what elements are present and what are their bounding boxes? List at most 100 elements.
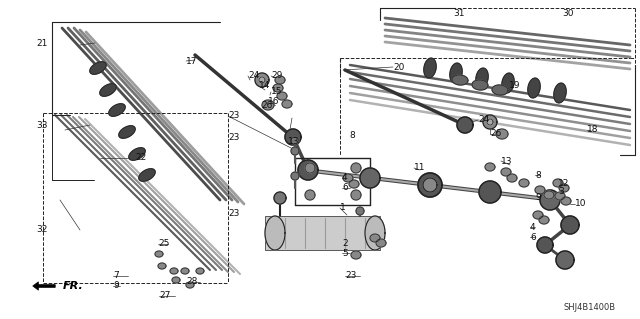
Text: 23: 23	[228, 209, 239, 218]
Text: 9: 9	[113, 281, 119, 291]
Polygon shape	[285, 129, 301, 145]
Polygon shape	[537, 237, 553, 253]
Polygon shape	[501, 168, 511, 176]
Polygon shape	[349, 180, 359, 188]
Text: 17: 17	[186, 56, 198, 65]
Text: 13: 13	[501, 157, 513, 166]
Text: 23: 23	[228, 133, 239, 143]
Text: 4: 4	[530, 222, 536, 232]
Polygon shape	[544, 191, 554, 199]
Polygon shape	[418, 173, 442, 197]
Polygon shape	[343, 174, 353, 182]
Polygon shape	[540, 190, 560, 210]
Polygon shape	[535, 186, 545, 194]
Polygon shape	[487, 119, 493, 125]
Polygon shape	[492, 85, 508, 95]
Polygon shape	[496, 129, 508, 139]
Polygon shape	[259, 77, 265, 83]
Polygon shape	[476, 68, 488, 88]
Text: FR.: FR.	[63, 281, 84, 291]
Text: 7: 7	[113, 271, 119, 280]
Polygon shape	[555, 192, 565, 200]
Polygon shape	[291, 172, 299, 180]
Polygon shape	[291, 147, 299, 155]
Polygon shape	[356, 207, 364, 215]
Polygon shape	[539, 216, 549, 224]
Text: 23: 23	[345, 271, 356, 280]
Polygon shape	[274, 192, 286, 204]
Polygon shape	[109, 104, 125, 116]
Polygon shape	[273, 84, 283, 92]
Text: 12: 12	[558, 179, 570, 188]
Polygon shape	[305, 163, 315, 173]
Text: 10: 10	[575, 199, 586, 209]
Text: 3: 3	[558, 188, 564, 197]
Polygon shape	[170, 268, 178, 274]
Polygon shape	[553, 179, 563, 187]
Polygon shape	[262, 100, 274, 110]
Text: 8: 8	[349, 131, 355, 140]
Text: 1: 1	[340, 204, 346, 212]
Polygon shape	[291, 137, 299, 145]
Polygon shape	[507, 174, 517, 182]
Text: 22: 22	[135, 153, 147, 162]
Text: 14: 14	[259, 81, 270, 91]
Text: 4: 4	[342, 174, 348, 182]
Text: 13: 13	[288, 137, 300, 145]
Polygon shape	[119, 126, 135, 138]
Polygon shape	[450, 63, 462, 83]
Text: 31: 31	[453, 10, 465, 19]
Polygon shape	[181, 268, 189, 274]
Text: 25: 25	[158, 240, 170, 249]
Polygon shape	[100, 84, 116, 96]
Polygon shape	[158, 263, 166, 269]
Polygon shape	[519, 179, 529, 187]
Text: 27: 27	[159, 292, 170, 300]
Polygon shape	[351, 190, 361, 200]
Polygon shape	[186, 282, 194, 288]
Text: 32: 32	[36, 226, 47, 234]
Text: 2: 2	[342, 239, 348, 248]
Polygon shape	[90, 62, 106, 74]
Text: 11: 11	[414, 164, 426, 173]
Polygon shape	[277, 92, 287, 100]
Polygon shape	[255, 73, 269, 87]
Polygon shape	[424, 58, 436, 78]
Text: 20: 20	[393, 63, 404, 71]
Polygon shape	[423, 178, 437, 192]
Polygon shape	[554, 83, 566, 103]
Polygon shape	[559, 184, 569, 192]
Text: 26: 26	[261, 100, 273, 109]
Polygon shape	[483, 115, 497, 129]
Polygon shape	[265, 216, 285, 250]
Text: SHJ4B1400B: SHJ4B1400B	[564, 303, 616, 313]
Text: 19: 19	[509, 81, 520, 91]
Polygon shape	[533, 211, 543, 219]
Text: 26: 26	[490, 130, 501, 138]
Text: 33: 33	[36, 121, 47, 130]
Text: 6: 6	[342, 183, 348, 192]
Polygon shape	[305, 190, 315, 200]
Polygon shape	[370, 234, 380, 242]
Text: 5: 5	[342, 249, 348, 257]
Text: 15: 15	[271, 87, 282, 97]
Polygon shape	[472, 80, 488, 90]
Text: 8: 8	[535, 170, 541, 180]
Polygon shape	[351, 251, 361, 259]
Polygon shape	[561, 197, 571, 205]
Text: 21: 21	[36, 39, 47, 48]
Polygon shape	[561, 216, 579, 234]
Polygon shape	[452, 75, 468, 85]
Polygon shape	[265, 216, 380, 250]
Polygon shape	[196, 268, 204, 274]
Polygon shape	[457, 117, 473, 133]
Polygon shape	[360, 168, 380, 188]
Polygon shape	[528, 78, 540, 98]
Text: 6: 6	[530, 233, 536, 241]
Text: 29: 29	[271, 71, 282, 80]
Text: 24: 24	[248, 71, 259, 80]
Polygon shape	[351, 163, 361, 173]
Polygon shape	[376, 239, 386, 247]
Text: 24: 24	[478, 115, 489, 124]
Polygon shape	[485, 163, 495, 171]
